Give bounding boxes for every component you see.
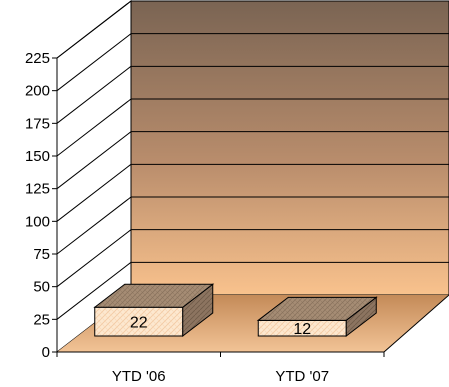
y-tick-label: 0 [42,344,50,361]
y-tick-label: 50 [33,279,50,296]
gridline-side [56,196,132,255]
bars [93,283,378,338]
x-category-label: YTD '06 [112,368,166,385]
y-tick-label: 200 [25,83,50,100]
y-axis-tick-labels: 0 25 50 75 100 125 150 175 200 225 [25,50,50,361]
gridline-side [56,229,132,288]
gridline-side [56,261,132,320]
gridline-side [56,0,132,59]
data-labels: 22 12 [130,315,311,339]
y-tick-label: 175 [25,115,50,132]
bar-top-0 [93,283,215,308]
axes [52,57,449,357]
gridline-side [56,163,132,222]
gridline-side [56,65,132,124]
gridlines [56,0,449,320]
y-tick-label: 100 [25,213,50,230]
gridline-side [56,98,132,157]
y-tick-label: 125 [25,181,50,198]
y-tick-label: 150 [25,148,50,165]
y-tick-label: 75 [33,246,50,263]
x-axis-category-labels: YTD '06 YTD '07 [112,368,329,385]
data-label: 12 [293,321,311,338]
y-tick-label: 25 [33,311,50,328]
gridline-side [56,33,132,92]
data-label: 22 [130,315,148,332]
gridline-side [56,131,132,190]
x-category-label: YTD '07 [275,368,329,385]
floor-front-right-edge [383,294,449,353]
back-wall [130,0,449,296]
y-tick-label: 225 [25,50,50,67]
bar-top-1 [256,296,378,321]
